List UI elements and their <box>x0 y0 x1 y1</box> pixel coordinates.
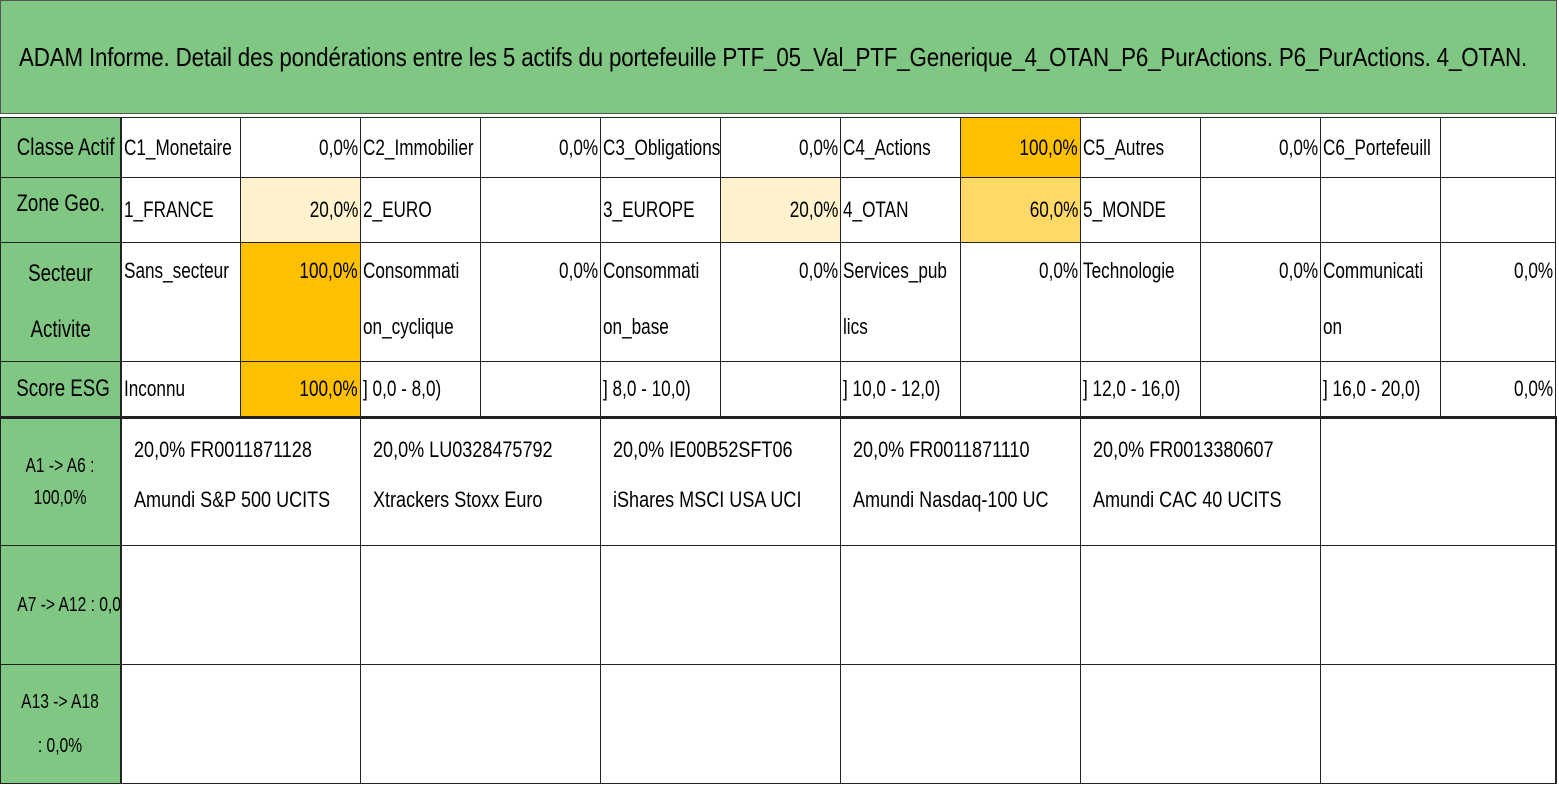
esg-value-4 <box>960 361 1081 418</box>
asset-item-3: 20,0% IE00B52SFT06 iShares MSCI USA UCI <box>600 416 841 546</box>
zone-value-5 <box>1200 177 1321 243</box>
asset-empty-cell <box>120 545 361 665</box>
asset-empty-cell <box>360 545 601 665</box>
row-header-zone: Zone Geo. <box>0 177 122 243</box>
esg-value-6: 0,0% <box>1440 361 1556 418</box>
asset-empty-cell <box>1080 545 1321 665</box>
zone-value-3: 20,0% <box>720 177 841 243</box>
esg-value-5 <box>1200 361 1321 418</box>
zone-label-1: 1_FRANCE <box>120 177 241 243</box>
secteur-label-2: Consommati on_cyclique <box>360 242 481 362</box>
esg-value-3 <box>720 361 841 418</box>
secteur-label-5: Technologie <box>1080 242 1201 362</box>
secteur-value-6: 0,0% <box>1440 242 1556 362</box>
asset-item-4: 20,0% FR0011871110 Amundi Nasdaq-100 UC <box>840 416 1081 546</box>
asset-empty-cell <box>840 664 1081 784</box>
row-classe-actif: Classe Actif C1_Monetaire 0,0% C2_Immobi… <box>0 117 1556 178</box>
zone-label-6 <box>1320 177 1441 243</box>
report-title: ADAM Informe. Detail des pondérations en… <box>19 41 1528 72</box>
classe-label-c4: C4_Actions <box>840 117 961 178</box>
secteur-label-1: Sans_secteur <box>120 242 241 362</box>
assets-header-a1-a6: A1 -> A6 : 100,0% <box>0 416 122 546</box>
zone-value-6 <box>1440 177 1556 243</box>
asset-4-name: Amundi Nasdaq-100 UC <box>853 487 1049 512</box>
row-header-esg: Score ESG <box>0 361 122 418</box>
asset-1-weight-isin: 20,0% FR0011871128 <box>133 437 312 462</box>
asset-empty-cell <box>600 664 841 784</box>
classe-value-c5: 0,0% <box>1200 117 1321 178</box>
esg-label-3: ] 8,0 - 10,0) <box>600 361 721 418</box>
row-assets-a7-a12: A7 -> A12 : 0,0% <box>0 545 1557 665</box>
asset-empty-cell <box>600 545 841 665</box>
asset-1-name: Amundi S&P 500 UCITS <box>133 487 330 512</box>
classe-value-c6 <box>1440 117 1556 178</box>
asset-2-name: Xtrackers Stoxx Euro <box>373 487 543 512</box>
row-assets-a1-a6: A1 -> A6 : 100,0% 20,0% FR0011871128 Amu… <box>0 416 1557 546</box>
classe-value-c3: 0,0% <box>720 117 841 178</box>
asset-empty-cell <box>360 664 601 784</box>
row-header-classe: Classe Actif <box>0 117 122 178</box>
weights-table: Classe Actif C1_Monetaire 0,0% C2_Immobi… <box>0 117 1557 784</box>
classe-label-c1: C1_Monetaire <box>120 117 241 178</box>
asset-empty-cell <box>1320 664 1557 784</box>
esg-label-4: ] 10,0 - 12,0) <box>840 361 961 418</box>
asset-3-weight-isin: 20,0% IE00B52SFT06 <box>613 437 793 462</box>
zone-value-1: 20,0% <box>240 177 361 243</box>
assets-header-a13-a18: A13 -> A18 : 0,0% <box>0 664 122 784</box>
classe-label-c5: C5_Autres <box>1080 117 1201 178</box>
asset-item-1: 20,0% FR0011871128 Amundi S&P 500 UCITS <box>120 416 361 546</box>
zone-label-3: 3_EUROPE <box>600 177 721 243</box>
esg-value-2 <box>480 361 601 418</box>
classe-value-c4: 100,0% <box>960 117 1081 178</box>
zone-label-4: 4_OTAN <box>840 177 961 243</box>
asset-empty-cell <box>1080 664 1321 784</box>
classe-value-c2: 0,0% <box>480 117 601 178</box>
asset-5-weight-isin: 20,0% FR0013380607 <box>1093 437 1274 462</box>
asset-item-5: 20,0% FR0013380607 Amundi CAC 40 UCITS <box>1080 416 1321 546</box>
zone-label-2: 2_EURO <box>360 177 481 243</box>
asset-empty-cell <box>840 545 1081 665</box>
esg-label-5: ] 12,0 - 16,0) <box>1080 361 1201 418</box>
secteur-label-4: Services_pub lics <box>840 242 961 362</box>
classe-label-c3: C3_Obligations <box>600 117 721 178</box>
secteur-value-1: 100,0% <box>240 242 361 362</box>
asset-item-6 <box>1320 416 1557 546</box>
zone-label-5: 5_MONDE <box>1080 177 1201 243</box>
secteur-value-5: 0,0% <box>1200 242 1321 362</box>
asset-5-name: Amundi CAC 40 UCITS <box>1093 487 1282 512</box>
row-secteur-activite: Secteur Activite Sans_secteur 100,0% Con… <box>0 242 1556 362</box>
zone-value-2 <box>480 177 601 243</box>
row-score-esg: Score ESG Inconnu 100,0% ] 0,0 - 8,0) ] … <box>0 361 1556 418</box>
row-assets-a13-a18: A13 -> A18 : 0,0% <box>0 664 1557 784</box>
report-title-bar: ADAM Informe. Detail des pondérations en… <box>0 0 1557 114</box>
esg-value-1: 100,0% <box>240 361 361 418</box>
secteur-label-3: Consommati on_base <box>600 242 721 362</box>
row-header-secteur: Secteur Activite <box>0 242 122 362</box>
asset-empty-cell <box>1320 545 1557 665</box>
asset-item-2: 20,0% LU0328475792 Xtrackers Stoxx Euro <box>360 416 601 546</box>
secteur-value-2: 0,0% <box>480 242 601 362</box>
esg-label-1: Inconnu <box>120 361 241 418</box>
asset-3-name: iShares MSCI USA UCI <box>613 487 802 512</box>
assets-header-a7-a12: A7 -> A12 : 0,0% <box>0 545 122 665</box>
secteur-label-6: Communicati on <box>1320 242 1441 362</box>
secteur-value-3: 0,0% <box>720 242 841 362</box>
esg-label-2: ] 0,0 - 8,0) <box>360 361 481 418</box>
asset-4-weight-isin: 20,0% FR0011871110 <box>853 437 1030 462</box>
row-zone-geo: Zone Geo. 1_FRANCE 20,0% 2_EURO 3_EUROPE… <box>0 177 1556 243</box>
classe-label-c2: C2_Immobilier <box>360 117 481 178</box>
esg-label-6: ] 16,0 - 20,0) <box>1320 361 1441 418</box>
asset-2-weight-isin: 20,0% LU0328475792 <box>373 437 553 462</box>
asset-empty-cell <box>120 664 361 784</box>
classe-label-c6: C6_Portefeuill <box>1320 117 1441 178</box>
zone-value-4: 60,0% <box>960 177 1081 243</box>
secteur-value-4: 0,0% <box>960 242 1081 362</box>
classe-value-c1: 0,0% <box>240 117 361 178</box>
